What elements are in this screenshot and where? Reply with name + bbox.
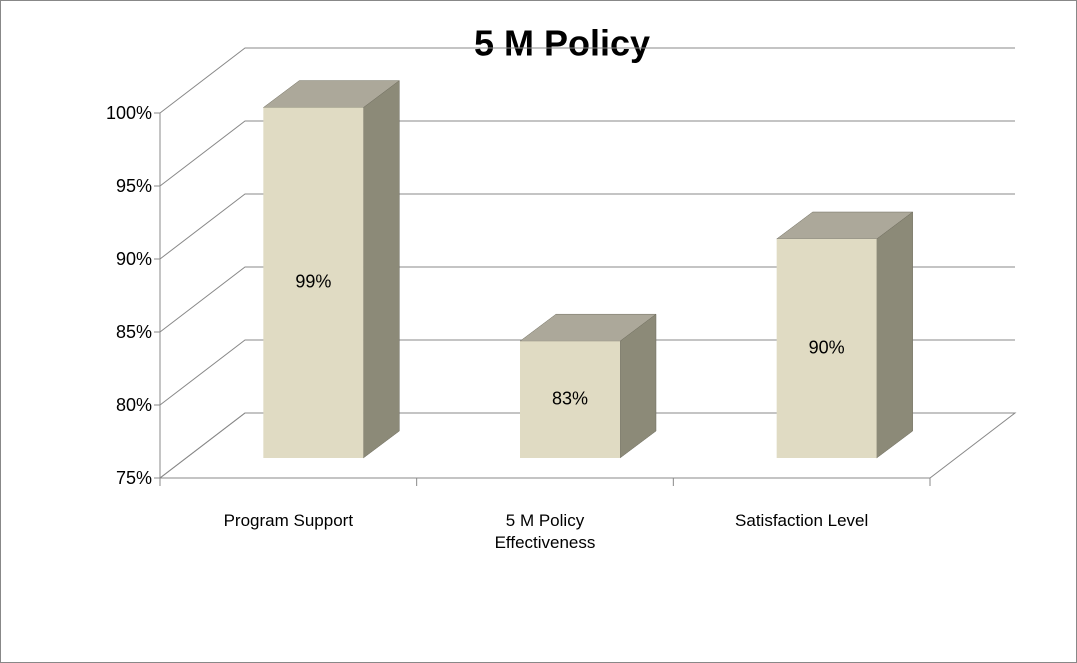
grid-line <box>159 120 1015 187</box>
bar <box>776 239 877 458</box>
bar <box>520 341 620 458</box>
x-tick-label: Program Support <box>223 511 354 530</box>
y-tick-label: 95% <box>116 176 152 196</box>
bar-side <box>876 211 913 459</box>
data-label: 90% <box>809 337 845 357</box>
chart-title: 5 M Policy <box>474 23 650 64</box>
grid-line <box>159 266 1015 333</box>
data-label: 83% <box>552 388 588 408</box>
bar <box>263 107 364 458</box>
y-tick-label: 75% <box>116 468 152 488</box>
y-tick-label: 90% <box>116 249 152 269</box>
bar-side <box>363 80 400 459</box>
grid-line <box>159 193 1015 260</box>
grid-line <box>159 412 1015 479</box>
x-tick-label: Satisfaction Level <box>735 511 869 530</box>
grid-line <box>159 339 1015 406</box>
x-tick-label: 5 M Policy Effectiveness <box>494 511 596 552</box>
data-label: 99% <box>295 272 331 292</box>
y-tick-label: 100% <box>106 103 152 123</box>
y-tick-label: 85% <box>116 322 152 342</box>
grid-line <box>159 47 1015 114</box>
y-tick-label: 80% <box>116 395 152 415</box>
